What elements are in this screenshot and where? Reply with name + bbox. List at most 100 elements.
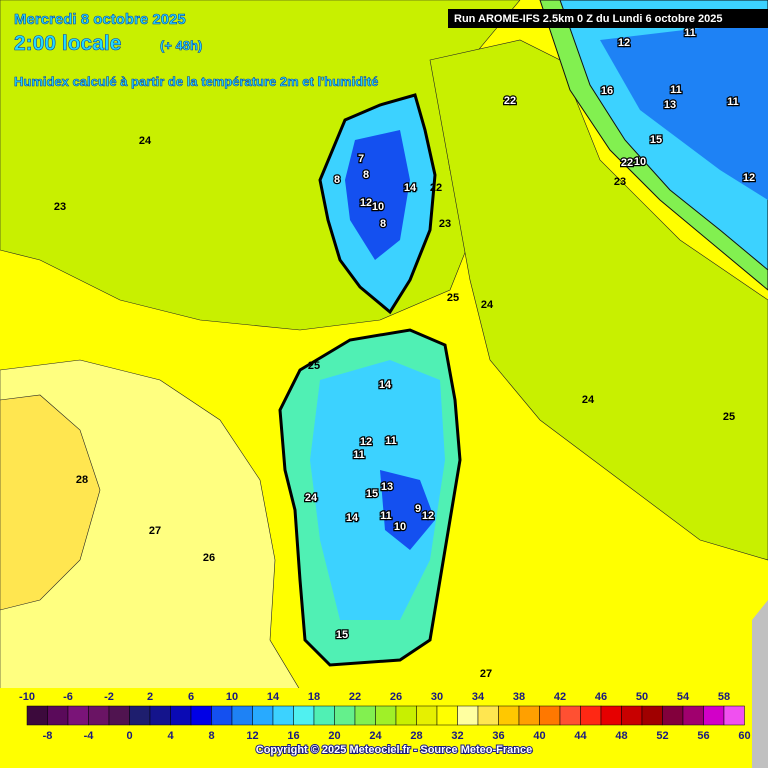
scale-swatch [416,705,438,726]
contour-label: 14 [404,182,417,194]
scale-label-top: 38 [513,691,525,703]
scale-swatch [600,705,622,726]
contour-label: 12 [360,436,372,448]
scale-swatch [354,705,376,726]
scale-swatch [559,705,581,726]
scale-label-bottom: 8 [208,730,214,742]
contour-label: 24 [139,135,152,147]
scale-label-top: 6 [188,691,194,703]
contour-label: 12 [618,37,630,49]
scale-label-bottom: 24 [369,730,382,742]
contour-label: 13 [664,99,676,111]
scale-label-top: 10 [226,691,238,703]
contour-label: 11 [380,510,392,522]
legend-area [0,688,752,768]
contour-label: 25 [447,292,459,304]
scale-label-bottom: 12 [246,730,258,742]
contour-label: 11 [385,435,397,447]
color-scale: -10 -6 -2 2 6 10 14 18 22 26 30 34 38 42 46 50 54 58-8 -4 0… [19,691,751,742]
sardinia-core [380,470,435,550]
scale-label-top: 42 [554,691,566,703]
scale-label-top: 14 [267,691,280,703]
humidex-zone-28 [0,394,101,611]
scale-label-bottom: 48 [615,730,627,742]
contour-label: 11 [727,96,739,108]
contour-label: 12 [422,510,434,522]
scale-swatch [477,705,499,726]
scale-swatch [682,705,704,726]
contour-label: 24 [305,492,318,504]
contour-label: 15 [366,488,378,500]
contour-label: 25 [723,411,735,423]
scale-swatch [293,705,315,726]
subtitle: Humidex calculé à partir de la températu… [14,74,378,89]
scale-label-bottom: 28 [410,730,422,742]
contour-label: 15 [336,629,348,641]
scale-swatch [723,705,745,726]
scale-label-bottom: 20 [328,730,340,742]
copyright: Copyright © 2025 Meteociel.fr - Source M… [256,744,532,756]
scale-label-top: 34 [472,691,485,703]
time: 2:00 locale [14,32,121,55]
contour-label: 16 [601,85,613,97]
contour-label: 25 [308,360,320,372]
contour-label: 14 [379,379,392,391]
scale-label-bottom: 52 [656,730,668,742]
scale-label-top: 58 [718,691,730,703]
scale-swatch [457,705,479,726]
scale-label-bottom: 4 [167,730,174,742]
scale-swatch [47,705,69,726]
contour-label: 11 [684,27,696,39]
scale-swatch [272,705,294,726]
contour-label: 23 [614,176,626,188]
scale-swatch [334,705,356,726]
contour-label: 10 [394,521,406,533]
contour-label: 13 [381,481,393,493]
scale-label-bottom: -8 [43,730,53,742]
contour-label: 12 [360,197,372,209]
contour-label: 27 [480,668,492,680]
scale-label-top: 50 [636,691,648,703]
scale-swatch [580,705,602,726]
scale-label-bottom: 32 [451,730,463,742]
scale-label-bottom: 36 [492,730,504,742]
scale-label-top: 54 [677,691,690,703]
scale-swatch [26,705,48,726]
run-box [448,9,768,28]
contour-label: 22 [504,95,516,107]
contour-label: 7 [358,153,364,165]
scale-swatch [190,705,212,726]
scale-label-top: 30 [431,691,443,703]
scale-label-top: 46 [595,691,607,703]
contour-label: 23 [54,201,66,213]
scale-label-bottom: 60 [738,730,750,742]
scale-label-top: 18 [308,691,320,703]
contour-label: 10 [372,201,384,213]
contour-label: 22 [430,182,442,194]
scale-swatch [436,705,458,726]
contour-label: 9 [415,503,421,515]
scale-label-top: -6 [63,691,73,703]
scale-label-bottom: 0 [126,730,132,742]
contour-label: 8 [380,218,386,230]
scale-label-top: 22 [349,691,361,703]
lead-time: (+ 48h) [160,38,202,53]
date: Mercredi 8 octobre 2025 [14,11,186,28]
scale-swatch [170,705,192,726]
scale-swatch [703,705,725,726]
scale-label-bottom: 16 [287,730,299,742]
contour-label: 26 [203,552,215,564]
corsica-core [345,130,410,260]
contour-label: 12 [743,172,755,184]
scale-label-top: 2 [147,691,153,703]
scale-swatch [498,705,520,726]
scale-label-top: 26 [390,691,402,703]
scale-label-bottom: 44 [574,730,587,742]
scale-swatch [211,705,233,726]
scale-swatch [231,705,253,726]
scale-swatch [67,705,89,726]
run-info: Run AROME-IFS 2.5km 0 Z du Lundi 6 octob… [454,13,723,25]
scale-swatch [313,705,335,726]
contour-label: 10 [634,156,646,168]
